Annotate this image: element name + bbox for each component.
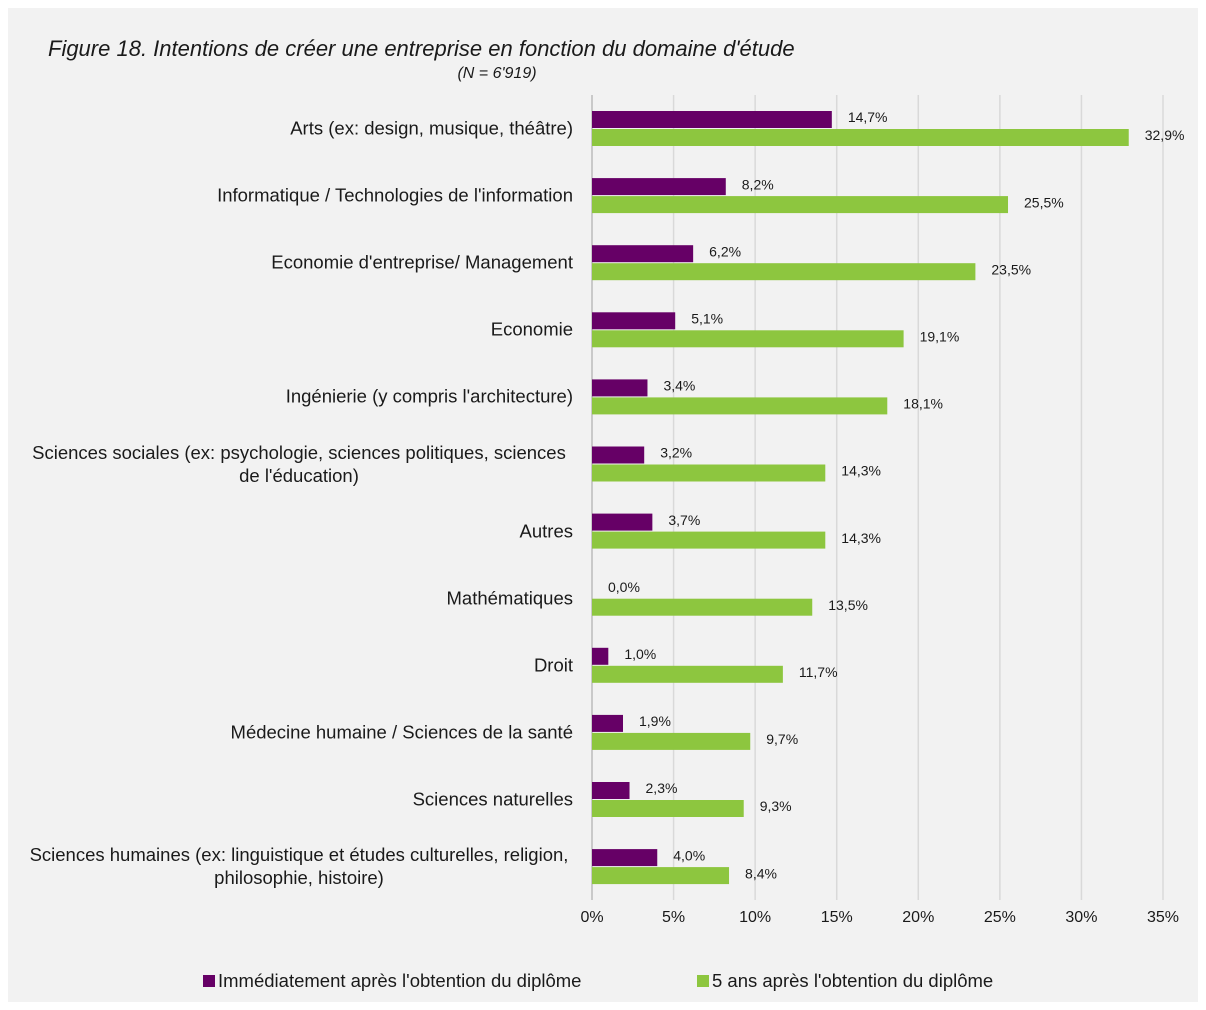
data-label: 14,3% [841, 530, 881, 546]
bar [592, 446, 645, 464]
bar [592, 849, 658, 867]
y-tick-label: Sciences humaines (ex: linguistique et é… [13, 843, 573, 889]
category-label: Droit [533, 654, 573, 676]
x-tick-label: 30% [1065, 909, 1097, 926]
data-label: 14,3% [841, 463, 881, 479]
x-tick-label: 20% [902, 909, 934, 926]
y-tick-label: Arts (ex: design, musique, théâtre) [13, 117, 573, 140]
legend-swatch [203, 975, 215, 987]
y-tick-label: Mathématiques [13, 586, 573, 609]
bar [592, 647, 609, 665]
bar [592, 464, 826, 482]
data-label: 11,7% [799, 664, 838, 680]
bar [592, 714, 623, 732]
chart-title: Figure 18. Intentions de créer une entre… [48, 36, 795, 61]
bar [592, 196, 1009, 214]
legend-swatch [697, 975, 709, 987]
data-label: 2,3% [646, 780, 678, 796]
bar [592, 598, 813, 616]
data-label: 32,9% [1145, 127, 1185, 143]
y-tick-label: Economie d'entreprise/ Management [13, 251, 573, 274]
y-tick-label: Sciences naturelles [13, 788, 573, 811]
x-tick-label: 0% [580, 909, 603, 926]
category-label: Autres [519, 520, 573, 542]
data-label: 13,5% [828, 597, 868, 613]
x-tick-label: 15% [821, 909, 853, 926]
data-label: 25,5% [1024, 194, 1064, 210]
y-tick-label: Informatique / Technologies de l'informa… [13, 184, 573, 207]
bar [592, 867, 730, 885]
bar [592, 732, 751, 750]
x-tick-label: 10% [739, 909, 771, 926]
bar [592, 129, 1129, 146]
category-label: Arts (ex: design, musique, théâtre) [290, 117, 573, 139]
bar [592, 665, 783, 683]
data-label: 4,0% [673, 847, 705, 863]
category-label: Mathématiques [446, 587, 573, 609]
bar [592, 312, 676, 330]
x-tick-label: 25% [984, 909, 1016, 926]
data-label: 1,9% [639, 713, 671, 729]
bar [592, 178, 726, 196]
category-label: Sciences naturelles [412, 788, 573, 810]
legend-label: Immédiatement après l'obtention du diplô… [218, 970, 581, 991]
data-label: 3,4% [663, 378, 695, 394]
chart-subtitle: (N = 6'919) [457, 65, 536, 82]
category-label: Sciences sociales (ex: psychologie, scie… [32, 441, 566, 486]
bar [592, 330, 904, 348]
bar [592, 379, 648, 397]
data-label: 8,2% [742, 176, 774, 192]
y-tick-label: Droit [13, 653, 573, 676]
bar [592, 263, 976, 281]
bar [592, 782, 630, 799]
data-label: 9,3% [760, 798, 792, 814]
data-label: 3,7% [668, 512, 700, 528]
bar [592, 245, 694, 263]
data-label: 18,1% [903, 396, 943, 412]
legend-label: 5 ans après l'obtention du diplôme [712, 970, 993, 991]
y-tick-label: Sciences sociales (ex: psychologie, scie… [13, 441, 573, 487]
category-label: Economie d'entreprise/ Management [271, 251, 573, 273]
data-label: 23,5% [991, 261, 1031, 277]
bar [592, 800, 744, 817]
bar [592, 111, 832, 128]
category-label: Ingénierie (y compris l'architecture) [285, 385, 573, 407]
data-label: 5,1% [691, 311, 723, 327]
category-label: Médecine humaine / Sciences de la santé [230, 721, 573, 743]
y-tick-label: Médecine humaine / Sciences de la santé [13, 720, 573, 743]
x-tick-label: 5% [662, 909, 685, 926]
bar [592, 531, 826, 549]
category-label: Economie [490, 318, 573, 340]
data-label: 14,7% [848, 109, 888, 125]
data-label: 1,0% [624, 646, 656, 662]
data-label: 8,4% [745, 865, 777, 881]
data-label: 19,1% [920, 329, 960, 345]
y-tick-label: Ingénierie (y compris l'architecture) [13, 385, 573, 408]
x-tick-label: 35% [1147, 909, 1179, 926]
category-label: Sciences humaines (ex: linguistique et é… [29, 844, 569, 889]
data-label: 0,0% [608, 579, 640, 595]
y-tick-label: Autres [13, 519, 573, 542]
category-label: Informatique / Technologies de l'informa… [217, 184, 573, 206]
data-label: 6,2% [709, 243, 741, 259]
y-tick-label: Economie [13, 318, 573, 341]
bar [592, 513, 653, 531]
bar [592, 397, 888, 415]
data-label: 9,7% [766, 731, 798, 747]
data-label: 3,2% [660, 445, 692, 461]
